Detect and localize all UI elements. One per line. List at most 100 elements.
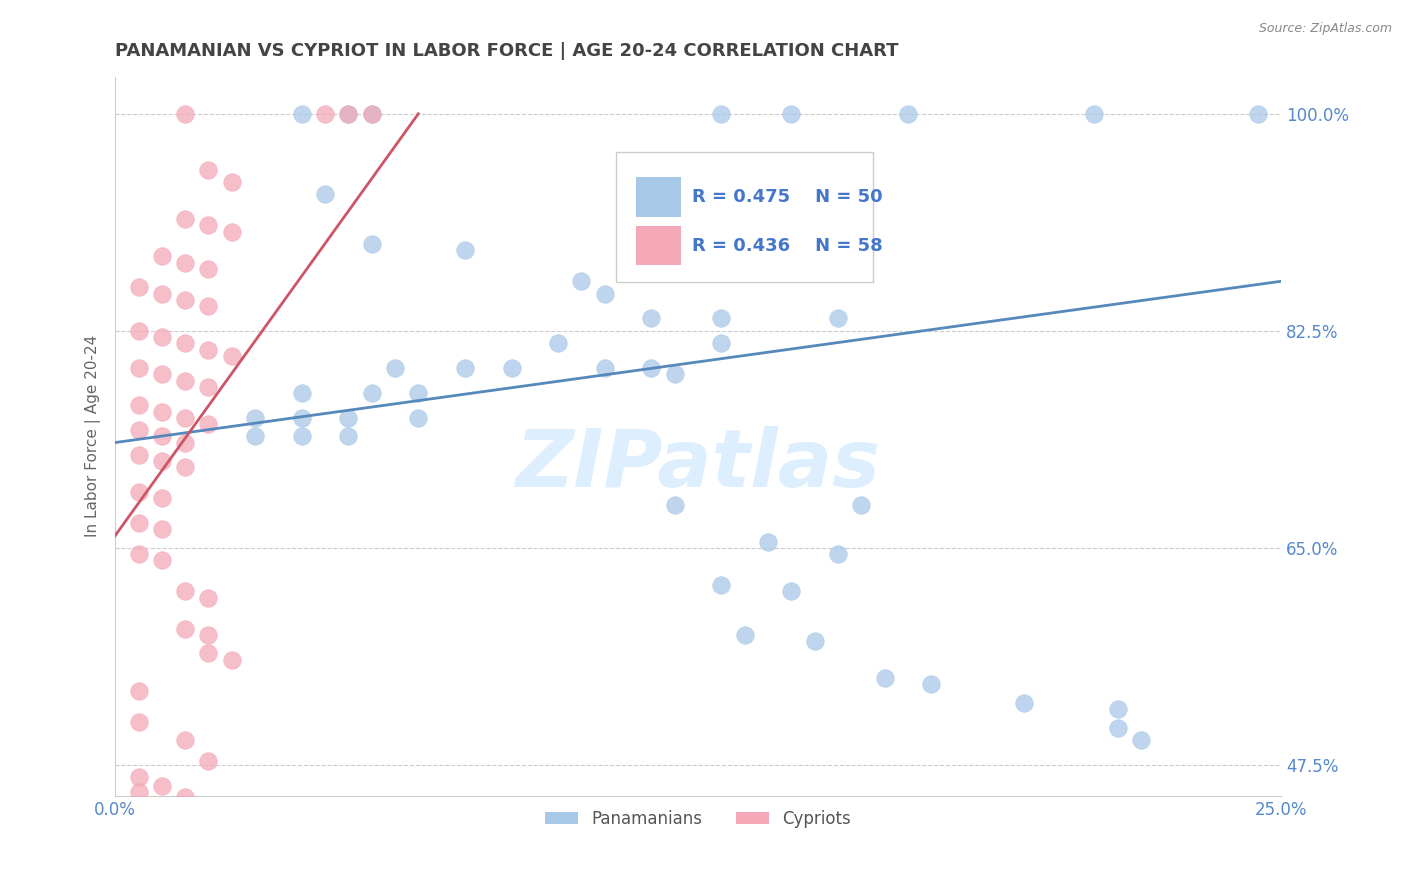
Point xyxy=(1130,733,1153,747)
Point xyxy=(1246,107,1268,121)
Point xyxy=(593,286,616,301)
Point xyxy=(221,225,243,239)
Point xyxy=(640,311,662,326)
Point xyxy=(174,435,197,450)
Point xyxy=(150,779,173,793)
Point xyxy=(150,250,173,264)
Point xyxy=(128,280,150,294)
Text: R = 0.475    N = 50: R = 0.475 N = 50 xyxy=(692,187,883,206)
Legend: Panamanians, Cypriots: Panamanians, Cypriots xyxy=(538,803,858,835)
Point xyxy=(664,498,686,512)
Point xyxy=(710,311,733,326)
Point xyxy=(128,683,150,698)
Point xyxy=(291,385,314,400)
Point xyxy=(640,361,662,376)
Point xyxy=(221,175,243,189)
Point xyxy=(1083,107,1105,121)
Point xyxy=(174,212,197,227)
Point xyxy=(664,368,686,382)
Point xyxy=(243,429,266,443)
Point xyxy=(150,553,173,567)
Point xyxy=(128,714,150,729)
Text: Source: ZipAtlas.com: Source: ZipAtlas.com xyxy=(1258,22,1392,36)
Point xyxy=(197,261,219,276)
Point xyxy=(197,299,219,313)
Point xyxy=(174,790,197,805)
Point xyxy=(197,591,219,605)
Text: ZIPatlas: ZIPatlas xyxy=(516,426,880,504)
Point xyxy=(128,485,150,500)
Point xyxy=(291,429,314,443)
Point xyxy=(128,423,150,437)
Point xyxy=(920,677,942,691)
Point xyxy=(710,578,733,592)
Point xyxy=(197,162,219,177)
Point xyxy=(197,647,219,661)
FancyBboxPatch shape xyxy=(637,178,681,217)
Point xyxy=(756,534,779,549)
FancyBboxPatch shape xyxy=(616,153,873,282)
Point xyxy=(128,771,150,785)
Point xyxy=(174,255,197,269)
Point xyxy=(197,380,219,394)
Point xyxy=(827,547,849,561)
Point xyxy=(780,584,803,599)
Point xyxy=(827,311,849,326)
Point xyxy=(501,361,523,376)
Point xyxy=(360,107,382,121)
Point xyxy=(150,491,173,506)
Text: R = 0.436    N = 58: R = 0.436 N = 58 xyxy=(692,236,883,255)
Text: PANAMANIAN VS CYPRIOT IN LABOR FORCE | AGE 20-24 CORRELATION CHART: PANAMANIAN VS CYPRIOT IN LABOR FORCE | A… xyxy=(115,42,898,60)
Point xyxy=(128,398,150,412)
Point xyxy=(128,448,150,462)
Point xyxy=(174,733,197,747)
Point xyxy=(174,622,197,636)
Point xyxy=(571,274,593,288)
Point xyxy=(337,107,360,121)
Point xyxy=(291,107,314,121)
Point xyxy=(174,336,197,351)
Point xyxy=(150,429,173,443)
Point xyxy=(128,785,150,799)
Point xyxy=(128,361,150,376)
Y-axis label: In Labor Force | Age 20-24: In Labor Force | Age 20-24 xyxy=(86,335,101,538)
Point xyxy=(314,107,336,121)
Point xyxy=(710,336,733,351)
Point xyxy=(360,385,382,400)
Point xyxy=(408,410,430,425)
Point xyxy=(803,634,825,648)
Point xyxy=(851,498,873,512)
Point xyxy=(174,460,197,475)
Point xyxy=(710,107,733,121)
Point xyxy=(1014,696,1036,710)
Point xyxy=(150,330,173,344)
Point xyxy=(197,628,219,642)
Point xyxy=(197,219,219,233)
Point xyxy=(337,410,360,425)
Point xyxy=(1107,702,1129,716)
Point xyxy=(337,107,360,121)
Point xyxy=(873,671,896,685)
Point xyxy=(337,429,360,443)
FancyBboxPatch shape xyxy=(637,226,681,265)
Point xyxy=(547,336,569,351)
Point xyxy=(314,187,336,202)
Point xyxy=(243,410,266,425)
Point xyxy=(150,522,173,536)
Point xyxy=(150,368,173,382)
Point xyxy=(197,343,219,357)
Point xyxy=(174,107,197,121)
Point xyxy=(128,547,150,561)
Point xyxy=(128,516,150,531)
Point xyxy=(291,410,314,425)
Point xyxy=(174,374,197,388)
Point xyxy=(454,244,477,258)
Point xyxy=(150,286,173,301)
Point xyxy=(454,361,477,376)
Point xyxy=(221,349,243,363)
Point xyxy=(174,410,197,425)
Point xyxy=(174,293,197,307)
Point xyxy=(1107,721,1129,735)
Point xyxy=(593,361,616,376)
Point xyxy=(150,454,173,468)
